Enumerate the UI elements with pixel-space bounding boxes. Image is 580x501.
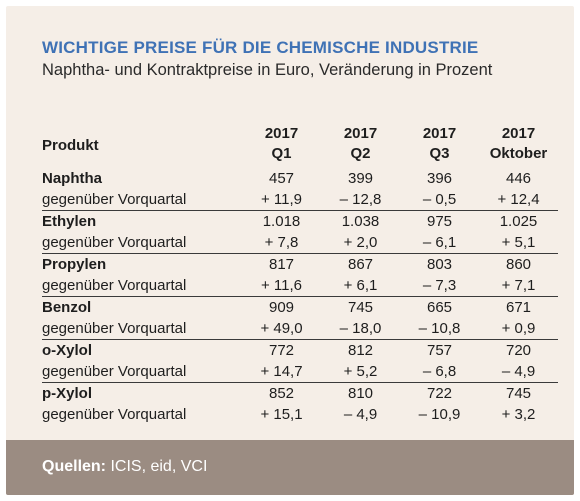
change-cell: + 15,1	[260, 406, 303, 423]
price-cell: 812	[321, 339, 400, 361]
price-cell: 757	[400, 339, 479, 361]
column-period: Q1	[271, 145, 292, 162]
price-card: WICHTIGE PREISE FÜR DIE CHEMISCHE INDUST…	[6, 6, 574, 495]
price-cell: 745	[321, 296, 400, 318]
source-line: Quellen: ICIS, eid, VCI	[42, 458, 207, 476]
page-subtitle: Naphtha- und Kontraktpreise in Euro, Ver…	[42, 61, 493, 79]
change-cell: + 11,9	[260, 191, 302, 208]
price-cell: 817	[242, 253, 321, 275]
price-cell: 396	[426, 170, 453, 187]
change-cell: – 0,5	[422, 191, 457, 208]
column-period: Oktober	[489, 145, 548, 162]
price-cell: 803	[400, 253, 479, 275]
change-cell: – 10,9	[418, 406, 461, 423]
price-cell: 867	[321, 253, 400, 275]
column-period: Q3	[429, 145, 450, 162]
column-year: 2017	[501, 125, 536, 142]
price-cell: 399	[347, 170, 374, 187]
product-name: Naphtha	[42, 170, 102, 187]
table-header-row: Produkt 2017 Q1 2017 Q2 2017 Q3 2017 Oktober	[42, 124, 558, 168]
price-cell: 772	[242, 339, 321, 361]
table-row-p-xylol-change: gegenüber Vorquartal + 15,1 – 4,9 – 10,9…	[42, 404, 558, 425]
price-cell: 720	[479, 339, 558, 361]
price-cell: 860	[479, 253, 558, 275]
source-footer: Quellen: ICIS, eid, VCI	[6, 440, 574, 495]
change-cell: + 5,1	[501, 234, 536, 251]
table-row-p-xylol: p-Xylol 852 810 722 745	[42, 382, 558, 404]
table-row-naphtha: Naphtha 457 399 396 446	[42, 168, 558, 189]
column-header-q2: 2017 Q2	[321, 124, 400, 168]
price-cell: 1.018	[242, 210, 321, 232]
change-cell: + 7,8	[264, 234, 299, 251]
change-cell: – 10,8	[418, 320, 461, 337]
change-cell: + 0,9	[501, 320, 536, 337]
product-name: Benzol	[42, 296, 242, 318]
change-cell: + 12,4	[497, 191, 540, 208]
product-name: p-Xylol	[42, 382, 242, 404]
price-cell: 810	[321, 382, 400, 404]
price-cell: 1.025	[479, 210, 558, 232]
price-table-container: Produkt 2017 Q1 2017 Q2 2017 Q3 2017 Oktober…	[42, 124, 558, 425]
product-name: o-Xylol	[42, 339, 242, 361]
change-cell: + 7,1	[501, 277, 536, 294]
column-year: 2017	[422, 125, 457, 142]
change-cell: + 14,7	[260, 363, 303, 380]
price-cell: 446	[505, 170, 532, 187]
table-row-o-xylol: o-Xylol 772 812 757 720	[42, 339, 558, 361]
price-cell: 852	[242, 382, 321, 404]
change-cell: + 49,0	[260, 320, 303, 337]
product-name: Ethylen	[42, 210, 242, 232]
change-label: gegenüber Vorquartal	[42, 277, 187, 294]
table-row-ethylen-change: gegenüber Vorquartal + 7,8 + 2,0 – 6,1 +…	[42, 232, 558, 254]
price-table: Produkt 2017 Q1 2017 Q2 2017 Q3 2017 Oktober…	[42, 124, 558, 425]
table-row-ethylen: Ethylen 1.018 1.038 975 1.025	[42, 210, 558, 232]
column-header-q1: 2017 Q1	[242, 124, 321, 168]
table-row-o-xylol-change: gegenüber Vorquartal + 14,7 + 5,2 – 6,8 …	[42, 361, 558, 383]
column-year: 2017	[343, 125, 378, 142]
source-text: ICIS, eid, VCI	[106, 458, 208, 475]
product-column-header: Produkt	[42, 137, 99, 154]
change-cell: – 6,8	[422, 363, 457, 380]
column-header-oktober: 2017 Oktober	[479, 124, 558, 168]
price-cell: 1.038	[321, 210, 400, 232]
price-cell: 909	[242, 296, 321, 318]
change-cell: – 18,0	[339, 320, 382, 337]
change-cell: – 12,8	[339, 191, 382, 208]
page-title: WICHTIGE PREISE FÜR DIE CHEMISCHE INDUST…	[42, 38, 479, 57]
table-row-benzol-change: gegenüber Vorquartal + 49,0 – 18,0 – 10,…	[42, 318, 558, 340]
price-cell: 671	[479, 296, 558, 318]
source-label: Quellen:	[42, 458, 107, 475]
change-cell: + 6,1	[343, 277, 378, 294]
change-cell: – 4,9	[501, 363, 536, 380]
price-cell: 975	[400, 210, 479, 232]
change-cell: + 3,2	[501, 406, 536, 423]
price-cell: 745	[479, 382, 558, 404]
change-cell: + 11,6	[260, 277, 302, 294]
price-cell: 665	[400, 296, 479, 318]
change-label: gegenüber Vorquartal	[42, 406, 187, 423]
change-label: gegenüber Vorquartal	[42, 320, 187, 337]
change-cell: – 7,3	[422, 277, 457, 294]
table-row-benzol: Benzol 909 745 665 671	[42, 296, 558, 318]
change-label: gegenüber Vorquartal	[42, 191, 187, 208]
table-row-propylen: Propylen 817 867 803 860	[42, 253, 558, 275]
change-cell: + 2,0	[343, 234, 378, 251]
price-cell: 722	[400, 382, 479, 404]
table-row-naphtha-change: gegenüber Vorquartal + 11,9 – 12,8 – 0,5…	[42, 189, 558, 211]
change-cell: + 5,2	[343, 363, 378, 380]
price-cell: 457	[268, 170, 295, 187]
column-period: Q2	[350, 145, 371, 162]
change-label: gegenüber Vorquartal	[42, 234, 187, 251]
product-name: Propylen	[42, 253, 242, 275]
change-cell: – 4,9	[343, 406, 378, 423]
table-row-propylen-change: gegenüber Vorquartal + 11,6 + 6,1 – 7,3 …	[42, 275, 558, 297]
column-year: 2017	[264, 125, 299, 142]
change-cell: – 6,1	[422, 234, 457, 251]
column-header-q3: 2017 Q3	[400, 124, 479, 168]
change-label: gegenüber Vorquartal	[42, 363, 187, 380]
